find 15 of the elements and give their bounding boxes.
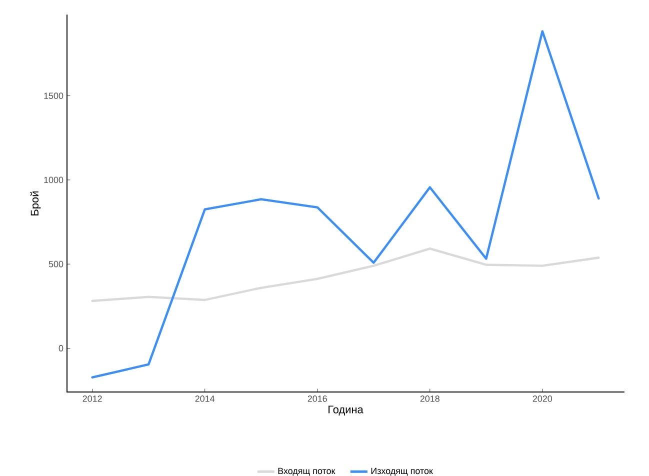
y-tick-label: 1000 (44, 176, 64, 184)
x-axis-title: Година (328, 406, 364, 416)
line-series (91, 247, 600, 302)
x-tick-label: 2018 (420, 396, 440, 402)
line-series (91, 30, 600, 379)
legend-label: Изходящ поток (371, 468, 433, 476)
legend-label: Входящ поток (278, 468, 336, 476)
x-tick-label: 2014 (195, 396, 215, 402)
y-tick-label: 1500 (44, 92, 64, 99)
y-axis-title: Брой (30, 192, 41, 216)
y-tick-label: 0 (58, 345, 64, 352)
y-tick-label: 500 (48, 260, 64, 268)
x-tick-label: 2020 (532, 396, 552, 402)
x-tick-label: 2012 (82, 396, 102, 402)
x-tick-label: 2016 (308, 396, 327, 402)
